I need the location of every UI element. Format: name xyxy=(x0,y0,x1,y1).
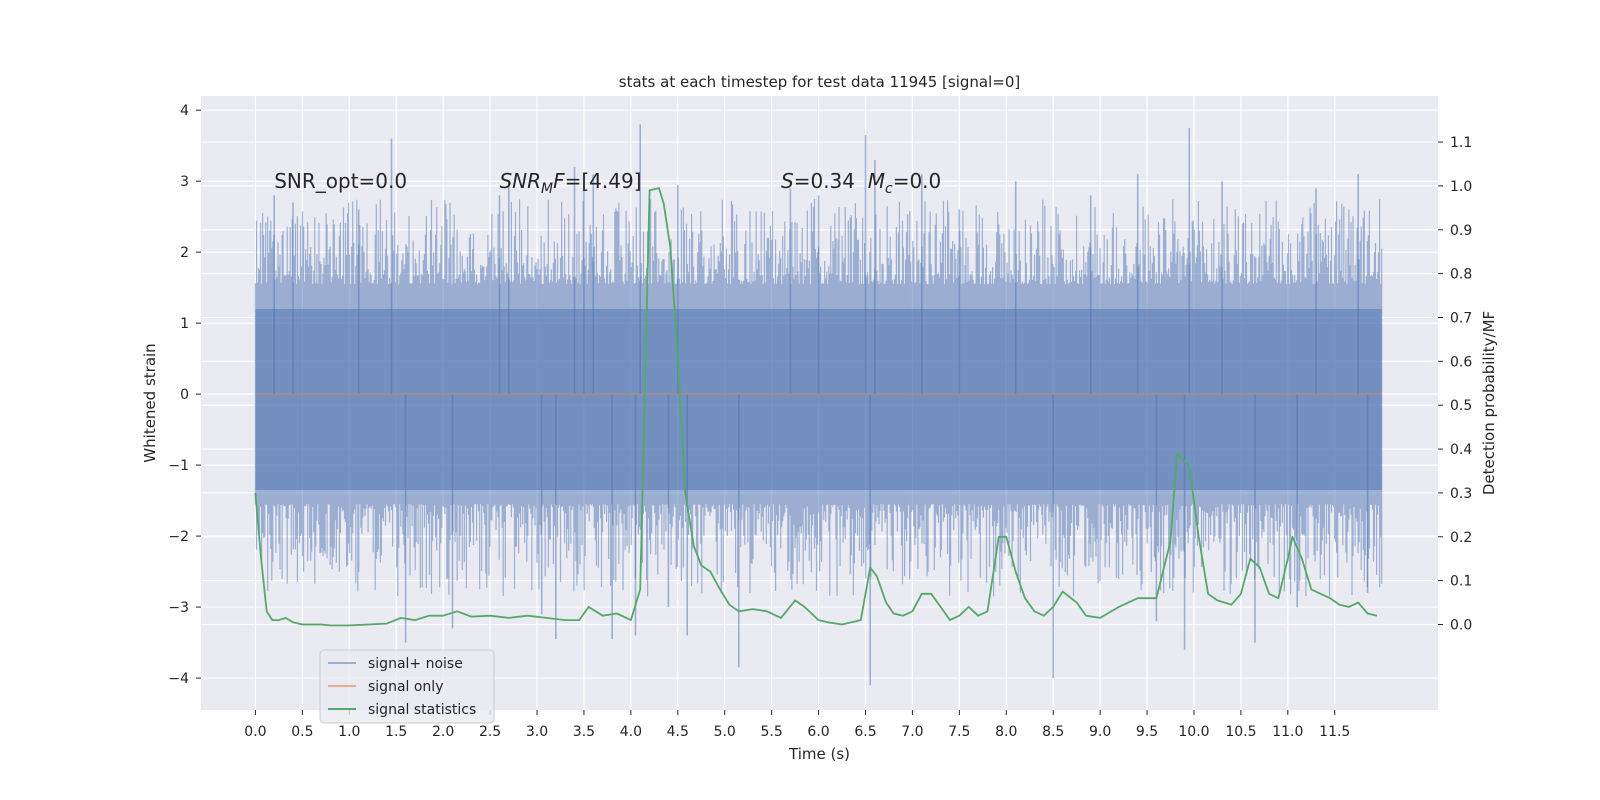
y2-tick-label: 0.7 xyxy=(1450,310,1472,326)
y2-tick-label: 0.5 xyxy=(1450,398,1472,414)
x-tick-label: 6.5 xyxy=(854,724,876,740)
y-tick-label: 2 xyxy=(180,245,189,261)
annotation-s-mc: S=0.34 Mc=0.0 xyxy=(781,169,941,197)
y2-tick-label: 0.0 xyxy=(1450,617,1472,633)
legend: signal+ noise signal only signal statist… xyxy=(319,649,495,724)
x-tick-label: 0.0 xyxy=(244,724,266,740)
y2-tick-label: 1.0 xyxy=(1450,179,1472,195)
y2-tick-label: 0.3 xyxy=(1450,486,1472,502)
x-tick-label: 3.5 xyxy=(573,724,595,740)
x-tick-label: 0.5 xyxy=(291,724,313,740)
x-tick-label: 8.0 xyxy=(995,724,1017,740)
x-tick-label: 7.5 xyxy=(948,724,970,740)
annotation-plain: SNR_opt=0.0 xyxy=(274,169,407,193)
y-axis-label: Whitened strain xyxy=(141,343,159,462)
series-signal-noise xyxy=(254,124,1383,686)
y-tick-label: −2 xyxy=(168,529,189,545)
x-tick-label: 7.0 xyxy=(901,724,923,740)
y-tick-label: 3 xyxy=(180,174,189,190)
y-tick-label: −1 xyxy=(168,458,189,474)
annotations: SNR_opt=0.0 SNRMF=[4.49] S=0.34 Mc=0.0 xyxy=(274,169,941,197)
x-tick-label: 10.0 xyxy=(1178,724,1209,740)
x-tick-label: 9.0 xyxy=(1089,724,1111,740)
x-tick-label: 2.5 xyxy=(479,724,501,740)
x-tick-label: 1.5 xyxy=(385,724,407,740)
y-tick-label: 0 xyxy=(180,387,189,403)
y2-tick-label: 0.8 xyxy=(1450,267,1472,283)
x-tick-label: 11.0 xyxy=(1272,724,1303,740)
x-tick-label: 1.0 xyxy=(338,724,360,740)
y2-axis-label: Detection probability/MF xyxy=(1480,311,1498,495)
x-tick-label: 4.0 xyxy=(620,724,642,740)
x-tick-label: 5.5 xyxy=(761,724,783,740)
y2-axis-ticks: 0.0 0.1 0.2 0.3 0.4 0.5 0.6 0.7 0.8 0.9 1.0 1.1 xyxy=(1438,135,1472,633)
legend-label-signal-only: signal only xyxy=(368,679,443,695)
x-axis-ticks: 0.0 0.5 1.0 1.5 2.0 2.5 3.0 3.5 4.0 4.5 5.0 5.5 6.0 6… xyxy=(244,710,1350,740)
y-tick-label: 1 xyxy=(180,316,189,332)
annotation-snr-mf: SNRMF=[4.49] xyxy=(499,169,641,197)
y2-tick-label: 0.1 xyxy=(1450,574,1472,590)
x-tick-label: 4.5 xyxy=(667,724,689,740)
x-tick-label: 9.5 xyxy=(1136,724,1158,740)
x-tick-label: 8.5 xyxy=(1042,724,1064,740)
y2-tick-label: 0.4 xyxy=(1450,442,1472,458)
chart-title: stats at each timestep for test data 119… xyxy=(619,73,1020,91)
x-tick-label: 10.5 xyxy=(1225,724,1256,740)
y2-tick-label: 1.1 xyxy=(1450,135,1472,151)
y2-tick-label: 0.6 xyxy=(1450,354,1472,370)
x-tick-label: 5.0 xyxy=(714,724,736,740)
y2-tick-label: 0.9 xyxy=(1450,223,1472,239)
x-tick-label: 11.5 xyxy=(1319,724,1350,740)
series-signal-statistics xyxy=(254,187,1378,627)
noise-extreme-spikes xyxy=(273,124,1369,686)
y-axis-ticks: −4 −3 −2 −1 0 1 2 3 4 xyxy=(168,103,201,687)
x-tick-label: 6.0 xyxy=(807,724,829,740)
x-tick-label: 2.0 xyxy=(432,724,454,740)
y-tick-label: −4 xyxy=(168,671,189,687)
signal-statistics-line xyxy=(254,187,1378,627)
x-tick-label: 3.0 xyxy=(526,724,548,740)
legend-label-signal-statistics: signal statistics xyxy=(368,702,476,718)
noise-trace xyxy=(254,199,1383,597)
y2-tick-label: 0.2 xyxy=(1450,530,1472,546)
y-tick-label: 4 xyxy=(180,103,189,119)
x-axis-label: Time (s) xyxy=(788,745,850,763)
legend-box xyxy=(319,649,495,724)
y-tick-label: −3 xyxy=(168,600,189,616)
legend-label-signal-noise: signal+ noise xyxy=(368,656,463,672)
